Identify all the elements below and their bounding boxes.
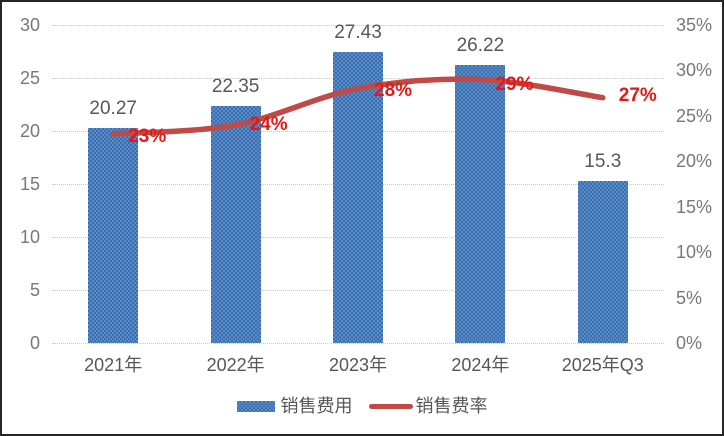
legend-label-bar-series: 销售费用: [280, 396, 353, 416]
x-axis-category-label: 2023年: [328, 355, 388, 375]
x-axis-category-label: 2025年Q3: [561, 355, 644, 375]
legend-item-bar-series: 销售费用: [236, 394, 353, 418]
bar-value-label: 20.27: [89, 98, 137, 120]
line-point-label: 23%: [128, 126, 167, 148]
bar: [88, 128, 139, 343]
gridline: [52, 342, 664, 344]
right-axis-tick: 5%: [676, 287, 703, 308]
left-axis-tick: 25: [19, 68, 40, 88]
x-axis-category-label: 2024年: [451, 355, 510, 375]
left-axis-tick: 0: [29, 333, 40, 353]
line-point-label: 28%: [374, 79, 413, 101]
bar-value-label: 26.22: [456, 35, 505, 57]
left-axis-tick: 10: [19, 227, 40, 247]
x-axis-category-label: 2021年: [84, 355, 143, 375]
line-point-label: 24%: [249, 113, 288, 135]
bar: [577, 180, 628, 343]
right-axis-tick: 25%: [676, 105, 713, 126]
left-axis-tick: 30: [19, 15, 40, 35]
right-axis-tick: 20%: [676, 151, 713, 172]
left-axis-tick: 15: [19, 174, 40, 194]
left-axis-tick: 5: [29, 280, 40, 300]
bar-value-label: 22.35: [211, 76, 260, 98]
right-axis-tick: 0%: [676, 333, 703, 353]
line-series-swatch-icon: [368, 403, 413, 409]
right-axis-tick: 30%: [676, 60, 713, 81]
bar-value-label: 27.43: [334, 22, 382, 44]
legend-item-line-series: 销售费率: [368, 394, 488, 418]
right-axis-tick: 35%: [676, 15, 713, 35]
bar-series-swatch-icon: [236, 400, 275, 412]
right-axis-tick: 15%: [676, 196, 713, 217]
left-axis-tick: 20: [19, 121, 40, 141]
bar: [455, 65, 506, 343]
legend-label-line-series: 销售费率: [415, 396, 488, 416]
line-point-label: 27%: [618, 84, 657, 106]
line-point-label: 29%: [495, 73, 534, 95]
bar: [210, 106, 261, 343]
x-axis-category-label: 2022年: [206, 355, 265, 375]
bar-value-label: 15.3: [584, 150, 622, 172]
right-axis-tick: 10%: [676, 242, 713, 263]
legend: 销售费用 销售费率: [2, 394, 722, 418]
gridline: [52, 24, 664, 26]
